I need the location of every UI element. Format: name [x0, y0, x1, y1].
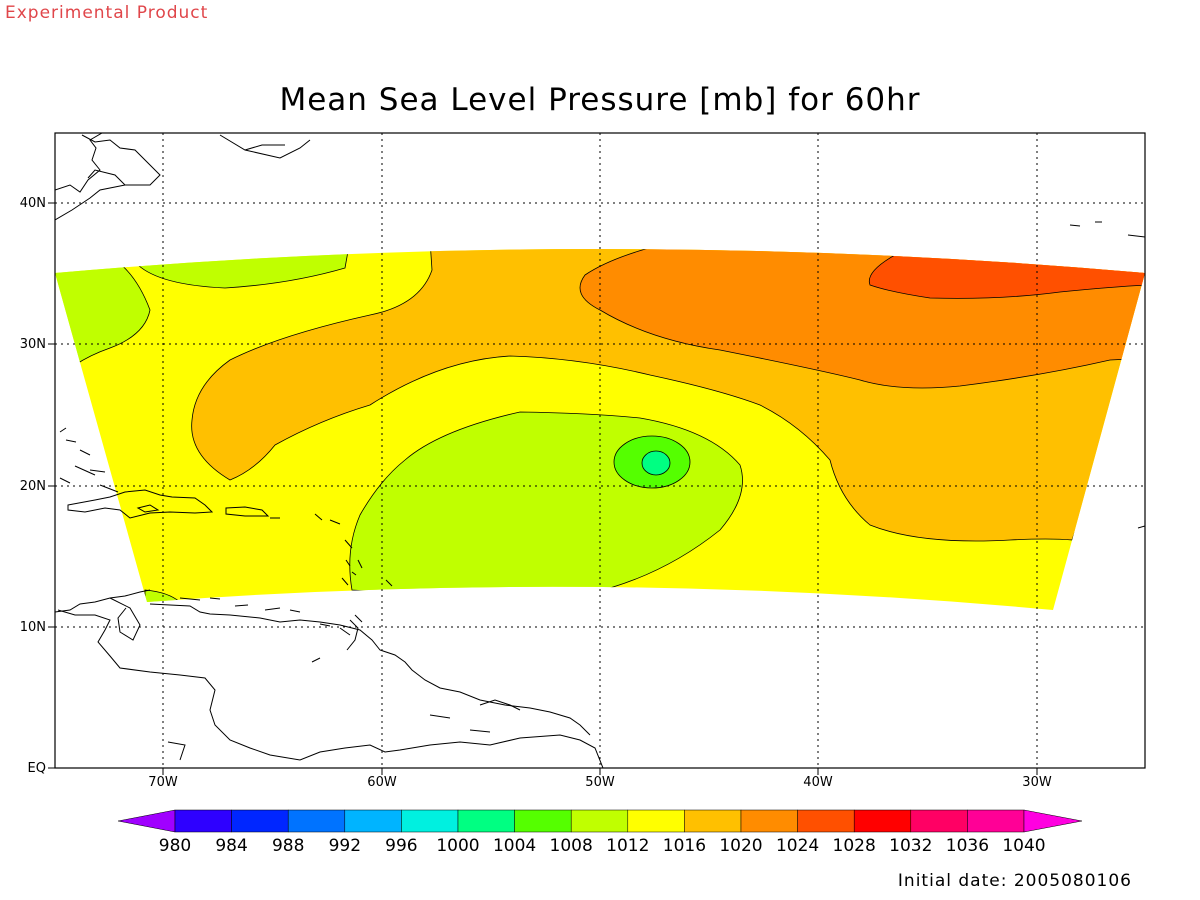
colorbar-level-label: 988: [271, 836, 305, 856]
lat-label-20n: 20N: [19, 479, 46, 494]
colorbar-segment: [627, 809, 685, 833]
colorbar-segment: [174, 809, 232, 833]
lon-label-70w: 70W: [148, 775, 178, 790]
colorbar-level-label: 1000: [436, 836, 480, 856]
colorbar-segment: [231, 809, 289, 833]
lat-label-eq: EQ: [27, 761, 46, 776]
axis-ticks: [48, 202, 1038, 775]
lon-label-30w: 30W: [1022, 775, 1052, 790]
colorbar-level-label: 992: [328, 836, 362, 856]
colorbar-segment: [910, 809, 968, 833]
lon-label-60w: 60W: [367, 775, 397, 790]
colorbar-level-label: 980: [158, 836, 192, 856]
experimental-product-label: Experimental Product: [5, 3, 209, 23]
colorbar-level-label: 996: [385, 836, 418, 856]
lat-label-10n: 10N: [19, 620, 46, 635]
colorbar-segment: [797, 809, 855, 833]
colorbar-level-label: 1004: [492, 836, 537, 856]
colorbar-segment: [853, 809, 912, 833]
graticule: [55, 133, 1145, 768]
lon-label-40w: 40W: [803, 775, 833, 790]
colorbar-level-label: 1012: [606, 836, 650, 856]
map-title: Mean Sea Level Pressure [mb] for 60hr: [279, 82, 921, 118]
lat-label-30n: 30N: [19, 337, 46, 352]
colorbar-segment: [344, 809, 402, 833]
lat-label-40n: 40N: [19, 196, 46, 211]
initial-date: Initial date: 2005080106: [897, 871, 1132, 891]
lon-label-50w: 50W: [585, 775, 615, 790]
colorbar-level-label: 1028: [832, 836, 876, 856]
colorbar-level-label: 1040: [1002, 836, 1046, 856]
colorbar-segment: [401, 809, 459, 833]
colorbar-segment: [287, 809, 346, 833]
colorbar-segment: [570, 809, 629, 833]
colorbar-level-label: 1020: [719, 836, 763, 856]
coastlines: [55, 133, 1145, 768]
colorbar-segment: [457, 809, 515, 833]
colorbar-level-label: 1024: [775, 836, 820, 856]
colorbar-level-label: 1008: [549, 836, 593, 856]
contour-1000-1004: [641, 450, 671, 476]
colorbar-arrow-low: [117, 809, 176, 833]
colorbar-segment: [684, 809, 742, 833]
colorbar-segment: [514, 809, 572, 833]
colorbar-level-label: 1036: [945, 836, 990, 856]
colorbar-segment: [967, 809, 1025, 833]
colorbar-segment: [740, 809, 798, 833]
colorbar-arrow-high: [1023, 809, 1083, 833]
colorbar-level-label: 1032: [889, 836, 933, 856]
colorbar-level-label: 984: [215, 836, 248, 856]
colorbar: [117, 809, 1083, 833]
colorbar-level-label: 1016: [662, 836, 707, 856]
